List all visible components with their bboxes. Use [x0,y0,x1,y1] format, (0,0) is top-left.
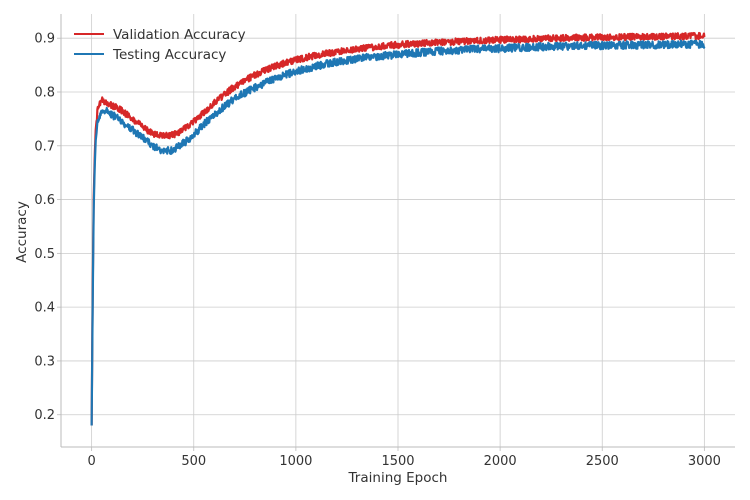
axes [57,14,735,451]
x-tick-label: 0 [87,454,95,469]
y-tick-label: 0.3 [34,354,55,369]
y-tick-label: 0.5 [34,247,55,262]
grid [61,14,735,447]
y-tick-label: 0.6 [34,193,55,208]
y-tick-label: 0.2 [34,408,55,423]
x-axis-label: Training Epoch [348,470,448,486]
x-tick-labels: 0 500 1000 1500 2000 2500 3000 [87,454,720,469]
x-tick-label: 2000 [484,454,517,469]
x-tick-label: 1000 [279,454,312,469]
series-line-validation [90,31,706,426]
legend: Validation Accuracy Testing Accuracy [74,27,246,63]
y-tick-labels: 0.2 0.3 0.4 0.5 0.6 0.7 0.8 0.9 [34,32,55,424]
legend-label: Testing Accuracy [112,47,226,63]
x-tick-label: 2500 [586,454,619,469]
y-tick-label: 0.8 [34,85,55,100]
y-tick-label: 0.7 [34,139,55,154]
y-tick-label: 0.9 [34,32,55,47]
series-lines [90,31,706,426]
x-tick-label: 3000 [688,454,721,469]
y-axis-label: Accuracy [14,201,30,263]
x-tick-label: 500 [181,454,206,469]
legend-label: Validation Accuracy [113,27,246,43]
series-line-testing [90,39,706,426]
y-tick-label: 0.4 [34,301,55,316]
x-tick-label: 1500 [381,454,414,469]
